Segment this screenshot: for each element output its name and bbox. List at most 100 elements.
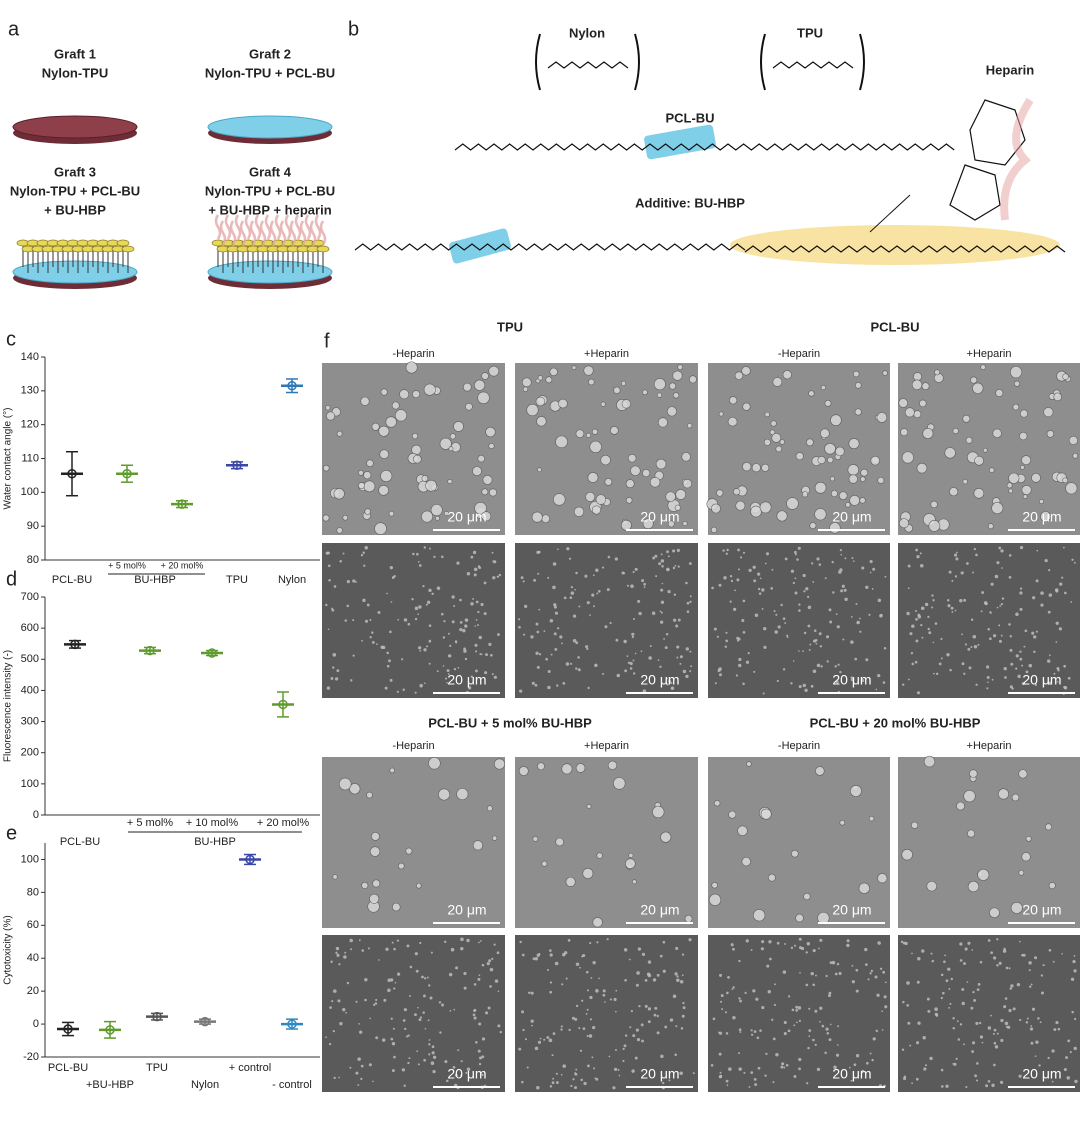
group-title: PCL-BU + 20 mol% BU-HBP [810,715,981,730]
texture-dot [876,993,880,997]
texture-dot [1008,472,1020,484]
texture-dot [771,568,774,571]
texture-dot [827,456,834,464]
texture-dot [654,1006,658,1010]
texture-dot [940,973,944,977]
texture-dot [466,1067,471,1071]
texture-dot [1003,667,1007,671]
texture-dot [920,624,923,627]
texture-dot [940,1068,944,1072]
polymer-name: PCL-BU [665,110,714,125]
texture-dot [739,999,743,1003]
texture-dot [643,586,646,588]
texture-dot [1028,969,1031,972]
texture-dot [488,959,492,963]
texture-dot [917,613,921,617]
texture-dot [990,951,994,955]
texture-dot [996,561,1000,565]
texture-dot [839,548,843,552]
texture-dot [676,548,680,552]
texture-dot [677,364,683,371]
texture-dot [741,366,751,376]
texture-dot [426,645,429,648]
texture-dot [819,645,823,648]
texture-dot [659,665,662,668]
texture-dot [375,1036,379,1040]
texture-dot [358,1023,360,1025]
texture-dot [738,1052,741,1055]
texture-dot [646,972,651,976]
texture-dot [792,660,795,662]
texture-dot [474,643,478,647]
texture-dot [555,1072,558,1075]
texture-dot [346,580,350,584]
texture-dot [421,975,424,979]
texture-dot [673,618,677,622]
texture-dot [489,985,492,988]
texture-dot [401,1068,406,1072]
texture-dot [661,582,664,585]
texture-dot [323,464,330,472]
texture-dot [563,596,567,600]
texture-dot [485,653,488,657]
texture-dot [821,1024,825,1028]
texture-dot [1016,982,1021,987]
texture-dot [414,1013,417,1017]
texture-dot [396,972,401,976]
texture-dot [849,495,860,506]
texture-dot [1055,1020,1059,1025]
texture-dot [772,1037,776,1041]
texture-dot [419,1016,423,1019]
texture-dot [997,788,1010,800]
texture-dot [973,644,978,649]
texture-dot [441,1003,445,1007]
texture-dot [332,653,337,657]
texture-dot [838,971,842,975]
mean-point [145,645,155,656]
texture-dot [874,975,878,979]
texture-dot [565,662,570,666]
texture-dot [752,565,756,569]
panel-label: a [8,18,20,40]
texture-dot [328,578,331,582]
texture-dot [963,672,966,675]
texture-dot [916,462,928,474]
texture-dot [657,659,660,661]
texture-dot [820,665,823,668]
texture-dot [669,382,677,390]
texture-dot [812,949,816,953]
texture-dot [851,964,854,967]
texture-dot [412,454,422,464]
texture-dot [1008,967,1011,970]
texture-dot [764,562,767,565]
texture-dot [380,469,393,482]
texture-dot [1023,645,1026,648]
texture-dot [473,379,486,391]
sem-image: 20 μm [708,543,890,698]
y-tick-label: 80 [27,554,39,566]
texture-dot [973,488,985,499]
texture-dot [389,630,392,634]
texture-dot [901,451,914,464]
texture-dot [444,940,447,944]
texture-dot [746,761,752,767]
texture-dot [457,666,460,669]
texture-dot [902,1000,905,1004]
texture-dot [911,379,923,390]
texture-dot [617,1068,620,1071]
texture-dot [530,635,534,639]
texture-dot [798,685,802,689]
texture-dot [536,630,540,634]
texture-dot [966,981,969,983]
texture-dot [909,632,913,636]
texture-dot [783,1020,787,1025]
texture-dot [1019,607,1023,611]
texture-dot [549,953,553,957]
texture-dot [923,755,936,768]
heparin-strand [224,214,232,240]
texture-dot [588,1034,593,1038]
bond-chain [744,245,1066,253]
texture-dot [853,1063,857,1067]
texture-dot [973,547,977,551]
texture-dot [423,383,436,396]
